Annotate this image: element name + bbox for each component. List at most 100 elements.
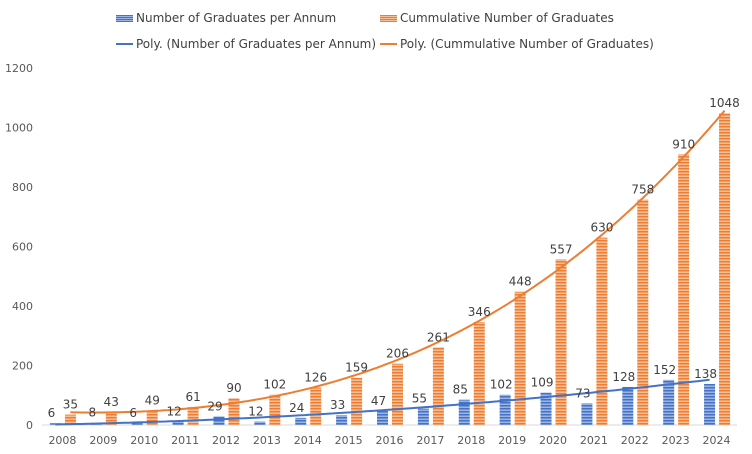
bar-annual (254, 421, 266, 425)
data-label-cumulative: 102 (263, 378, 286, 392)
bar-cumulative (269, 394, 281, 425)
data-label-cumulative: 448 (509, 275, 532, 289)
bar-annual (417, 408, 429, 425)
x-tick-label: 2009 (89, 434, 117, 447)
bar-annual (377, 411, 388, 425)
bar-annual (131, 423, 143, 425)
bar-annual (704, 383, 716, 425)
data-label-cumulative: 126 (304, 371, 327, 385)
legend-label-annual: Number of Graduates per Annum (136, 11, 337, 25)
bar-cumulative (637, 199, 649, 425)
data-label-annual: 47 (371, 394, 386, 408)
data-label-cumulative: 346 (468, 305, 491, 319)
x-tick-label: 2018 (457, 434, 485, 447)
bar-annual (172, 421, 184, 425)
data-label-cumulative: 90 (226, 381, 241, 395)
bar-annual (622, 386, 634, 425)
data-label-annual: 55 (412, 392, 427, 406)
bar-cumulative (228, 398, 240, 425)
data-label-annual: 138 (694, 367, 717, 381)
y-tick-label: 1000 (5, 122, 33, 135)
legend-item-poly-cumulative: Poly. (Cummulative Number of Graduates) (380, 37, 654, 51)
data-label-annual: 152 (653, 363, 676, 377)
x-tick-label: 2016 (376, 434, 404, 447)
bar-annual (336, 415, 348, 425)
x-tick-label: 2008 (48, 434, 76, 447)
data-label-annual: 109 (531, 376, 554, 390)
x-tick-label: 2017 (416, 434, 444, 447)
bar-annual (213, 416, 225, 425)
data-label-annual: 6 (48, 406, 56, 420)
y-tick-label: 600 (12, 241, 33, 254)
legend-item-poly-annual: Poly. (Number of Graduates per Annum) (116, 37, 376, 51)
data-label-cumulative: 206 (386, 347, 409, 361)
bar-annual (499, 394, 511, 425)
legend-item-cumulative: Cummulative Number of Graduates (380, 11, 614, 25)
data-label-cumulative: 261 (427, 330, 450, 344)
bar-cumulative (187, 406, 199, 425)
bar-cumulative (146, 410, 158, 425)
data-label-annual: 8 (89, 406, 97, 420)
bar-annual (581, 403, 593, 425)
bar-cumulative (473, 322, 485, 425)
legend-swatch-poly-annual (116, 43, 133, 45)
x-tick-label: 2020 (539, 434, 567, 447)
data-label-annual: 73 (575, 386, 590, 400)
data-label-cumulative: 1048 (709, 96, 740, 110)
data-label-cumulative: 35 (63, 398, 78, 412)
x-tick-label: 2010 (130, 434, 158, 447)
data-label-annual: 33 (330, 398, 345, 412)
y-tick-label: 400 (12, 300, 33, 313)
bar-cumulative (596, 237, 608, 425)
legend-swatch-cumulative (380, 14, 397, 22)
bar-cumulative (432, 347, 444, 425)
x-tick-label: 2019 (498, 434, 526, 447)
x-tick-label: 2014 (294, 434, 322, 447)
data-label-cumulative: 159 (345, 361, 368, 375)
data-label-annual: 6 (129, 406, 137, 420)
x-tick-label: 2022 (621, 434, 649, 447)
data-label-cumulative: 910 (672, 137, 695, 151)
data-label-cumulative: 557 (550, 242, 573, 256)
bar-annual (663, 379, 675, 425)
bar-cumulative (678, 154, 690, 425)
bar-annual (540, 392, 552, 425)
bar-cumulative (392, 363, 403, 425)
data-label-annual: 24 (289, 401, 304, 415)
data-label-annual: 128 (612, 370, 635, 384)
x-tick-label: 2012 (212, 434, 240, 447)
bar-cumulative (105, 412, 117, 425)
x-tick-label: 2024 (703, 434, 731, 447)
data-label-cumulative: 758 (631, 182, 654, 196)
bar-annual (295, 417, 307, 425)
trendline-cumulative (70, 110, 726, 414)
legend-swatch-annual (116, 14, 133, 22)
data-label-cumulative: 49 (145, 393, 160, 407)
x-tick-label: 2023 (662, 434, 690, 447)
y-tick-label: 0 (26, 419, 33, 432)
legend-item-annual: Number of Graduates per Annum (116, 11, 336, 25)
data-label-annual: 29 (207, 399, 222, 413)
x-tick-label: 2013 (253, 434, 281, 447)
bar-annual (458, 399, 470, 425)
y-tick-label: 800 (12, 181, 33, 194)
y-tick-label: 1200 (5, 62, 33, 75)
y-tick-label: 200 (12, 360, 33, 373)
data-label-cumulative: 43 (104, 395, 119, 409)
data-label-annual: 102 (490, 378, 513, 392)
x-tick-label: 2021 (580, 434, 608, 447)
data-label-cumulative: 61 (185, 390, 200, 404)
trendline-annual (55, 378, 710, 426)
legend-label-cumulative: Cummulative Number of Graduates (400, 11, 614, 25)
x-tick-label: 2011 (171, 434, 199, 447)
bar-cumulative (514, 291, 526, 425)
legend-label-poly-annual: Poly. (Number of Graduates per Annum) (136, 37, 377, 51)
legend-label-poly-cumulative: Poly. (Cummulative Number of Graduates) (400, 37, 654, 51)
data-label-cumulative: 630 (590, 221, 613, 235)
bar-cumulative (351, 377, 363, 425)
bar-cumulative (310, 387, 322, 425)
bar-cumulative (719, 113, 731, 425)
x-tick-label: 2015 (335, 434, 363, 447)
data-label-annual: 85 (453, 383, 468, 397)
